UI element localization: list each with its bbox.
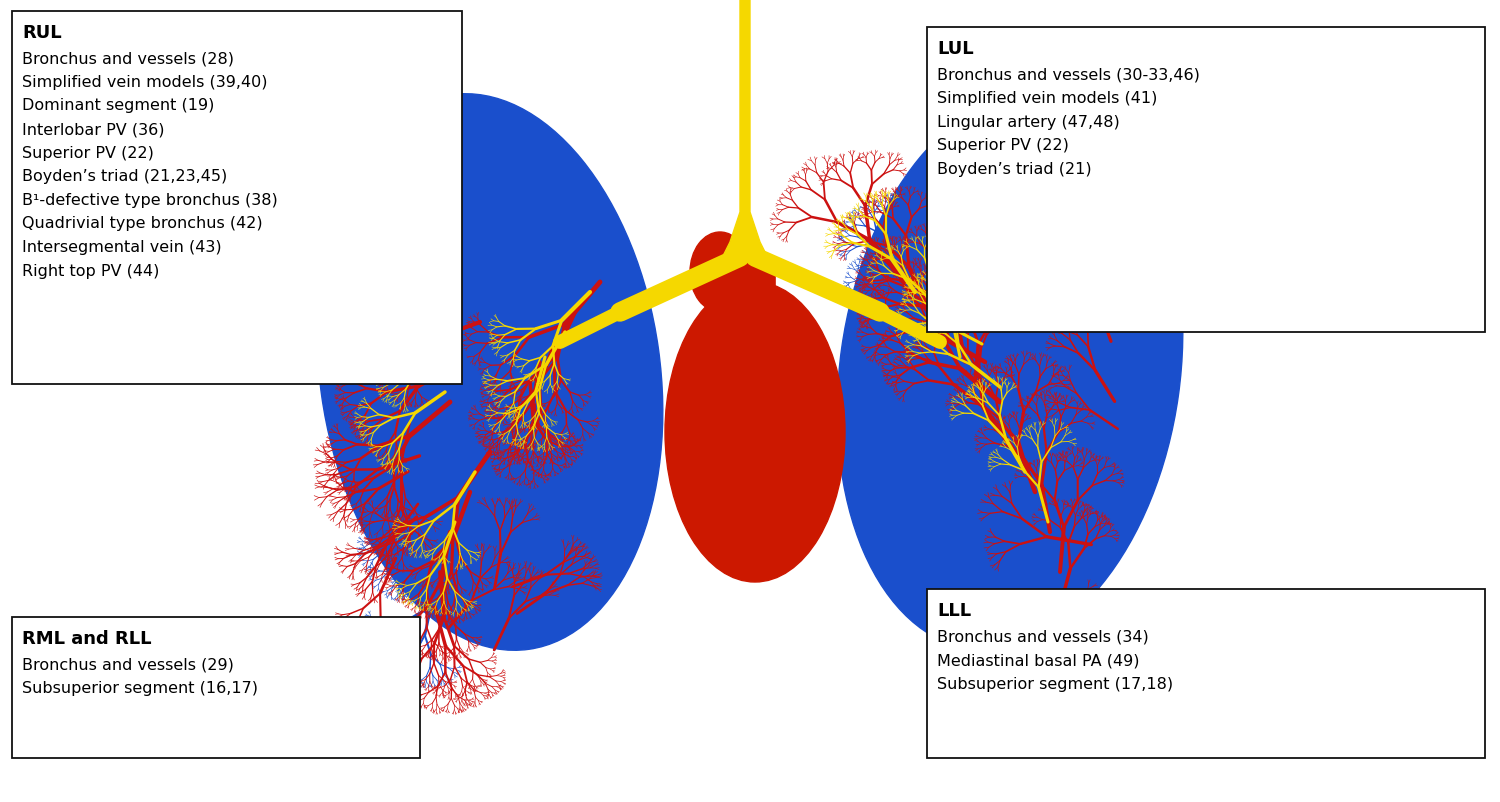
Ellipse shape: [664, 282, 844, 582]
Text: LUL: LUL: [938, 40, 974, 58]
Bar: [12, 12, 462, 385]
Text: RUL: RUL: [22, 24, 62, 42]
Text: Bronchus and vessels (30-33,46): Bronchus and vessels (30-33,46): [938, 67, 1200, 83]
Text: Interlobar PV (36): Interlobar PV (36): [22, 122, 165, 137]
Text: Intersegmental vein (43): Intersegmental vein (43): [22, 240, 222, 254]
Text: Lingular artery (47,48): Lingular artery (47,48): [938, 115, 1119, 129]
Bar: [12, 618, 420, 758]
Text: Subsuperior segment (16,17): Subsuperior segment (16,17): [22, 680, 258, 695]
Polygon shape: [720, 0, 770, 263]
Text: Bronchus and vessels (34): Bronchus and vessels (34): [938, 629, 1149, 644]
Bar: [927, 28, 1485, 333]
Ellipse shape: [690, 233, 750, 313]
Text: Dominant segment (19): Dominant segment (19): [22, 99, 214, 113]
Text: Simplified vein models (39,40): Simplified vein models (39,40): [22, 75, 267, 90]
Text: LLL: LLL: [938, 602, 970, 619]
Text: Bronchus and vessels (29): Bronchus and vessels (29): [22, 657, 234, 672]
Text: Quadrivial type bronchus (42): Quadrivial type bronchus (42): [22, 216, 262, 231]
Ellipse shape: [316, 95, 663, 650]
Text: Bronchus and vessels (28): Bronchus and vessels (28): [22, 51, 234, 67]
Text: Simplified vein models (41): Simplified vein models (41): [938, 91, 1158, 106]
Text: Right top PV (44): Right top PV (44): [22, 263, 159, 278]
Text: RML and RLL: RML and RLL: [22, 630, 152, 647]
Text: Superior PV (22): Superior PV (22): [938, 138, 1070, 153]
Ellipse shape: [837, 95, 1184, 650]
Text: Mediastinal basal PA (49): Mediastinal basal PA (49): [938, 652, 1140, 667]
Text: B¹-defective type bronchus (38): B¹-defective type bronchus (38): [22, 192, 278, 208]
Text: Superior PV (22): Superior PV (22): [22, 145, 154, 160]
Text: Subsuperior segment (17,18): Subsuperior segment (17,18): [938, 676, 1173, 691]
Text: Boyden’s triad (21,23,45): Boyden’s triad (21,23,45): [22, 169, 228, 184]
Bar: [927, 589, 1485, 758]
Text: Boyden’s triad (21): Boyden’s triad (21): [938, 161, 1092, 176]
